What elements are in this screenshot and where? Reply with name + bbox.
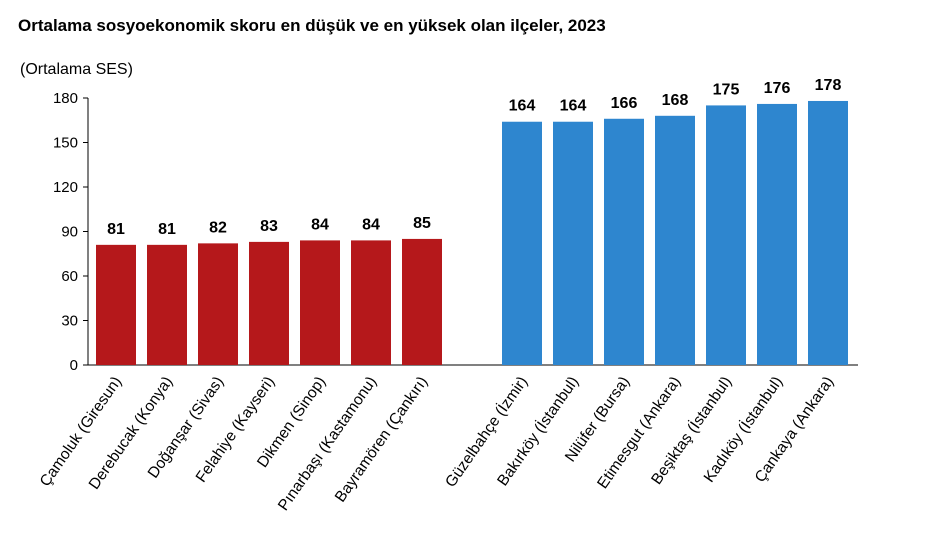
y-tick-label: 30: [61, 313, 78, 330]
value-labels: 81 81 82 83 84 84 85 164 164 166 168 175 176 178: [107, 77, 841, 238]
bar-value-label: 175: [713, 81, 740, 98]
y-ticks: 0 30 60 90 120 150 180: [53, 90, 88, 374]
bar: [351, 240, 391, 365]
bar: [706, 105, 746, 366]
y-axis-title: (Ortalama SES): [20, 61, 133, 78]
bar-value-label: 84: [311, 216, 329, 233]
bar-value-label: 178: [815, 77, 842, 94]
bar-value-label: 82: [209, 219, 227, 236]
bar: [604, 118, 644, 366]
y-tick-label: 120: [53, 179, 78, 196]
bar: [757, 103, 797, 365]
bar-value-label: 168: [662, 92, 689, 109]
bar-value-label: 81: [158, 221, 176, 238]
x-tick-label: Bayramören (Çankırı): [332, 374, 431, 506]
bar: [198, 243, 238, 365]
bar-value-label: 81: [107, 221, 125, 238]
bar: [96, 244, 136, 365]
x-tick-label: Pınarbaşı (Kastamonu): [275, 374, 380, 514]
bar: [655, 115, 695, 365]
bar-value-label: 164: [509, 98, 536, 115]
bar: [300, 240, 340, 365]
y-tick-label: 180: [53, 90, 78, 107]
bars: [96, 100, 848, 366]
bar: [502, 121, 542, 365]
bar-value-label: 85: [413, 215, 431, 232]
bar-value-label: 83: [260, 218, 278, 235]
y-tick-label: 150: [53, 135, 78, 152]
y-tick-label: 0: [70, 357, 78, 374]
bar: [553, 121, 593, 365]
bar-value-label: 166: [611, 95, 638, 112]
y-tick-label: 90: [61, 224, 78, 241]
chart-title: Ortalama sosyoekonomik skoru en düşük ve…: [18, 16, 606, 35]
bar: [402, 238, 442, 365]
y-tick-label: 60: [61, 268, 78, 285]
bar-value-label: 84: [362, 216, 380, 233]
x-ticks: Çamoluk (Giresun)Derebucak (Konya)Doğanş…: [37, 373, 838, 514]
bar-value-label: 164: [560, 98, 587, 115]
bar: [808, 100, 848, 365]
bar: [249, 241, 289, 365]
bar: [147, 244, 187, 365]
bar-value-label: 176: [764, 80, 791, 97]
